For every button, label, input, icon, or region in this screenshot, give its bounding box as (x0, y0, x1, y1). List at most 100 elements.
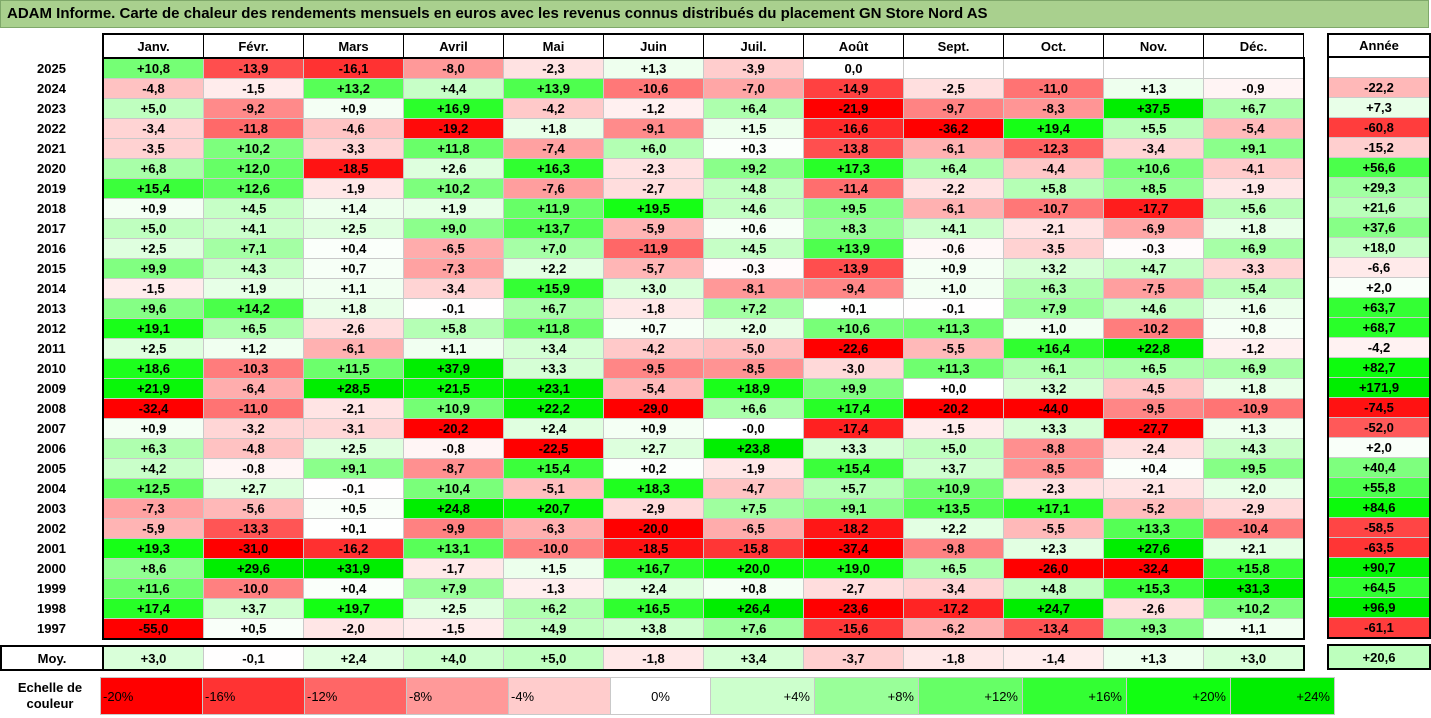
heatmap-cell: -14,9 (803, 78, 904, 99)
heatmap-cell: +0,7 (303, 258, 404, 279)
heatmap-cell: +1,8 (503, 118, 604, 139)
heatmap-cell: +0,7 (603, 318, 704, 339)
heatmap-cell: +2,4 (503, 418, 604, 439)
heatmap-cell: -9,1 (603, 118, 704, 139)
heatmap-cell: -8,8 (1003, 438, 1104, 459)
heatmap-cell: +6,5 (203, 318, 304, 339)
heatmap-cell: -18,2 (803, 518, 904, 539)
average-cell: +1,3 (1103, 645, 1204, 671)
heatmap-cell: +0,4 (1103, 458, 1204, 479)
heatmap-cell: -12,3 (1003, 138, 1104, 159)
heatmap-cell: -17,7 (1103, 198, 1204, 219)
heatmap-cell: -10,9 (1203, 398, 1305, 419)
annual-row: +29,3 (1327, 177, 1431, 198)
year-label: 2013 (1, 298, 104, 319)
heatmap-cell: +6,3 (1003, 278, 1104, 299)
annual-average-cell: +20,6 (1327, 644, 1431, 670)
heatmap-cell: +10,8 (102, 58, 204, 79)
heatmap-cell: -18,5 (303, 158, 404, 179)
annual-row: +82,7 (1327, 357, 1431, 378)
heatmap-cell: +3,8 (603, 618, 704, 640)
heatmap-cell: -1,9 (703, 458, 804, 479)
year-label: 2019 (1, 178, 104, 199)
heatmap-cell: -3,4 (903, 578, 1004, 599)
year-row: 1998 +17,4 +3,7 +19,7 +2,5 +6,2 +16,5 +26,4 -23,… (1, 598, 1305, 619)
heatmap-cell: +1,9 (203, 278, 304, 299)
spacer-cell (804, 639, 904, 646)
heatmap-cell: -11,4 (803, 178, 904, 199)
heatmap-cell: +15,4 (803, 458, 904, 479)
heatmap-cell: -1,9 (1203, 178, 1305, 199)
heatmap-cell: -5,5 (1003, 518, 1104, 539)
annual-cell: +55,8 (1327, 477, 1431, 498)
heatmap-cell: +0,9 (102, 418, 204, 439)
annual-cell: -61,1 (1327, 617, 1431, 639)
year-label: 1997 (1, 618, 104, 639)
heatmap-cell: -9,5 (1103, 398, 1204, 419)
heatmap-cell: +9,5 (803, 198, 904, 219)
year-row: 2018 +0,9 +4,5 +1,4 +1,9 +11,9 +19,5 +4,6 +9,5 -6… (1, 198, 1305, 219)
heatmap-cell: +3,0 (603, 278, 704, 299)
average-cell: -1,8 (903, 645, 1004, 671)
heatmap-cell: +0,0 (903, 378, 1004, 399)
heatmap-cell: +23,8 (703, 438, 804, 459)
heatmap-cell: -31,0 (203, 538, 304, 559)
year-row: 2012 +19,1 +6,5 -2,6 +5,8 +11,8 +0,7 +2,0 +10,6 +… (1, 318, 1305, 339)
heatmap-cell: +20,0 (703, 558, 804, 579)
heatmap-cell: +4,3 (203, 258, 304, 279)
heatmap-cell: -2,3 (503, 58, 604, 79)
year-label: 2001 (1, 538, 104, 559)
year-label: 2004 (1, 478, 104, 499)
heatmap-cell: +10,4 (403, 478, 504, 499)
year-label: 2020 (1, 158, 104, 179)
heatmap-cell: +29,6 (203, 558, 304, 579)
heatmap-cell: -5,6 (203, 498, 304, 519)
heatmap-cell: +2,5 (102, 338, 204, 359)
heatmap-cell: +13,1 (403, 538, 504, 559)
heatmap-cell: +6,5 (1103, 358, 1204, 379)
heatmap-cell: -4,8 (102, 78, 204, 99)
year-label: 2018 (1, 198, 104, 219)
annual-row: +63,7 (1327, 297, 1431, 318)
annual-row: +40,4 (1327, 457, 1431, 478)
heatmap-cell: +16,3 (503, 158, 604, 179)
heatmap-cell: -9,9 (403, 518, 504, 539)
heatmap-cell: +5,4 (1203, 278, 1305, 299)
heatmap-cell: +0,9 (903, 258, 1004, 279)
year-row: 2011 +2,5 +1,2 -6,1 +1,1 +3,4 -4,2 -5,0 -22,6 -5,… (1, 338, 1305, 359)
heatmap-cell: +0,9 (102, 198, 204, 219)
year-label: 2017 (1, 218, 104, 239)
heatmap-cell: -18,5 (603, 538, 704, 559)
annual-row: -15,2 (1327, 137, 1431, 158)
year-row: 2022 -3,4 -11,8 -4,6 -19,2 +1,8 -9,1 +1,5 -16,6-… (1, 118, 1305, 139)
year-label: 2006 (1, 438, 104, 459)
heatmap-cell: -20,2 (903, 398, 1004, 419)
heatmap-cell: +18,6 (102, 358, 204, 379)
heatmap-cell: +16,5 (603, 598, 704, 619)
heatmap-cell: +1,1 (303, 278, 404, 299)
month-header: Févr. (203, 33, 304, 59)
heatmap-cell: -5,4 (603, 378, 704, 399)
year-row: 2020 +6,8 +12,0 -18,5 +2,6 +16,3 -2,3 +9,2 +17,3… (1, 158, 1305, 179)
heatmap-cell: -2,1 (1103, 478, 1204, 499)
heatmap-cell: +13,3 (1103, 518, 1204, 539)
heatmap-cell: +13,9 (503, 78, 604, 99)
heatmap-cell: -10,6 (603, 78, 704, 99)
heatmap-cell: -6,4 (203, 378, 304, 399)
heatmap-cell: -4,7 (703, 478, 804, 499)
annual-row: +64,5 (1327, 577, 1431, 598)
average-cell: +3,0 (102, 645, 204, 671)
year-row: 2015 +9,9 +4,3 +0,7 -7,3 +2,2 -5,7 -0,3 -13,9 +0,… (1, 258, 1305, 279)
heatmap-cell: +5,0 (903, 438, 1004, 459)
heatmap-cell: +37,5 (1103, 98, 1204, 119)
heatmap-cell: +1,0 (1003, 318, 1104, 339)
heatmap-cell: +6,0 (603, 138, 704, 159)
heatmap-cell: +5,6 (1203, 198, 1305, 219)
heatmap-cell: 0,0 (803, 58, 904, 79)
year-row: 1999 +11,6 -10,0 +0,4 +7,9 -1,3 +2,4 +0,8 -2,7 -3… (1, 578, 1305, 599)
year-row: 2010 +18,6 -10,3 +11,5 +37,9 +3,3 -9,5 -8,5 -3,0… (1, 358, 1305, 379)
heatmap-cell: -8,5 (703, 358, 804, 379)
heatmap-cell: +7,9 (1003, 298, 1104, 319)
year-label: 2016 (1, 238, 104, 259)
heatmap-cell: -0,9 (1203, 78, 1305, 99)
